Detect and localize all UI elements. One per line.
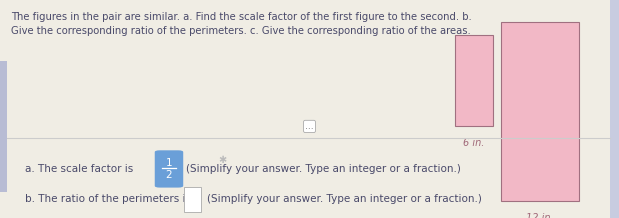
Text: 1: 1: [166, 158, 172, 168]
Bar: [0, 61, 7, 192]
Text: The figures in the pair are similar. a. Find the scale factor of the first figur: The figures in the pair are similar. a. …: [11, 12, 472, 36]
Bar: [184, 187, 201, 212]
Text: ...: ...: [305, 122, 314, 131]
Bar: [455, 35, 493, 126]
Text: (Simplify your answer. Type an integer or a fraction.): (Simplify your answer. Type an integer o…: [186, 164, 461, 174]
Text: ✱: ✱: [219, 155, 227, 165]
Text: b. The ratio of the perimeters is: b. The ratio of the perimeters is: [25, 194, 191, 204]
Text: 12 in.: 12 in.: [526, 213, 554, 218]
Bar: [610, 0, 619, 218]
FancyBboxPatch shape: [155, 150, 183, 187]
Text: 6 in.: 6 in.: [464, 138, 485, 148]
Text: (Simplify your answer. Type an integer or a fraction.): (Simplify your answer. Type an integer o…: [207, 194, 482, 204]
Text: 2: 2: [166, 170, 172, 180]
Bar: [501, 22, 579, 201]
Text: a. The scale factor is: a. The scale factor is: [25, 164, 133, 174]
